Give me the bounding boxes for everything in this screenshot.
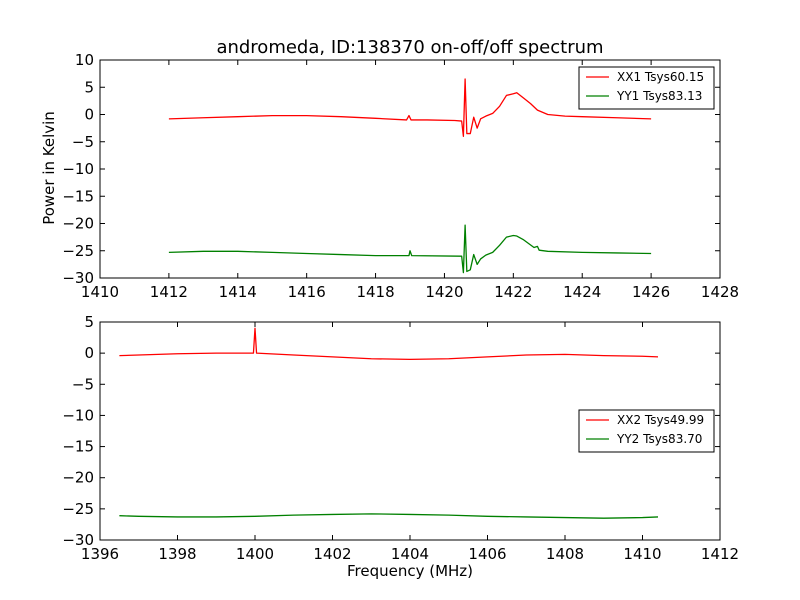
y-tick-label: −10 bbox=[62, 406, 94, 424]
x-axis-label: Frequency (MHz) bbox=[347, 562, 473, 580]
x-tick-label: 1410 bbox=[623, 545, 661, 563]
legend-label-1: XX2 Tsys49.99 bbox=[617, 413, 704, 427]
x-tick-label: 1428 bbox=[701, 283, 739, 301]
x-tick-label: 1410 bbox=[81, 283, 119, 301]
legend-box bbox=[578, 409, 715, 453]
x-tick-label: 1412 bbox=[701, 545, 739, 563]
y-tick-label: 0 bbox=[84, 344, 94, 362]
y-tick-label: −5 bbox=[72, 133, 94, 151]
bottom-spectrum-panel: 1396 1398 1400 1402 1404 1406 1408 1410 1412 5 0 −5… bbox=[62, 313, 739, 563]
x-tick-label: 1400 bbox=[236, 545, 274, 563]
x-tick-label: 1406 bbox=[468, 545, 506, 563]
x-tick-label: 1426 bbox=[632, 283, 670, 301]
series-line-1 bbox=[168, 78, 652, 137]
series-line-2 bbox=[119, 513, 659, 519]
y-tick-label: −15 bbox=[62, 438, 94, 456]
y-tick-label: −20 bbox=[62, 469, 94, 487]
series-line-2 bbox=[168, 224, 652, 274]
y-tick-label: −25 bbox=[62, 500, 94, 518]
x-tick-label: 1398 bbox=[158, 545, 196, 563]
y-tick-label: −5 bbox=[72, 375, 94, 393]
legend-box bbox=[578, 66, 715, 110]
y-tick-label: −15 bbox=[62, 187, 94, 205]
y-tick-label: −30 bbox=[62, 531, 94, 549]
x-tick-label: 1414 bbox=[219, 283, 257, 301]
top-spectrum-panel: 1410 1412 1414 1416 1418 1420 1422 1424 1426 1428… bbox=[62, 51, 739, 301]
legend-label-1: XX1 Tsys60.15 bbox=[617, 70, 704, 84]
x-tick-label: 1416 bbox=[288, 283, 326, 301]
y-tick-label: −20 bbox=[62, 215, 94, 233]
y-tick-label: 10 bbox=[75, 51, 94, 69]
y-tick-label: 0 bbox=[84, 106, 94, 124]
legend: XX1 Tsys60.15 YY1 Tsys83.13 bbox=[578, 66, 715, 110]
y-tick-label: 5 bbox=[84, 78, 94, 96]
x-tick-label: 1408 bbox=[546, 545, 584, 563]
chart-title: andromeda, ID:138370 on-off/off spectrum bbox=[216, 37, 603, 58]
series-line-1 bbox=[119, 327, 659, 361]
y-tick-label: −25 bbox=[62, 242, 94, 260]
x-tick-label: 1422 bbox=[494, 283, 532, 301]
x-tick-label: 1402 bbox=[313, 545, 351, 563]
legend-label-2: YY2 Tsys83.70 bbox=[616, 432, 702, 446]
x-tick-label: 1396 bbox=[81, 545, 119, 563]
x-tick-label: 1412 bbox=[150, 283, 188, 301]
x-tick-label: 1418 bbox=[356, 283, 394, 301]
y-tick-label: 5 bbox=[84, 313, 94, 331]
y-tick-label: −10 bbox=[62, 160, 94, 178]
y-axis-label: Power in Kelvin bbox=[40, 111, 58, 225]
legend-label-2: YY1 Tsys83.13 bbox=[616, 89, 702, 103]
x-tick-label: 1404 bbox=[391, 545, 429, 563]
y-tick-label: −30 bbox=[62, 269, 94, 287]
x-tick-label: 1424 bbox=[563, 283, 601, 301]
x-tick-label: 1420 bbox=[425, 283, 463, 301]
legend: XX2 Tsys49.99 YY2 Tsys83.70 bbox=[578, 409, 715, 453]
